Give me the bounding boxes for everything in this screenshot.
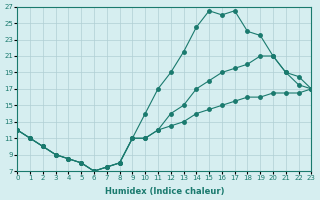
X-axis label: Humidex (Indice chaleur): Humidex (Indice chaleur) bbox=[105, 187, 224, 196]
